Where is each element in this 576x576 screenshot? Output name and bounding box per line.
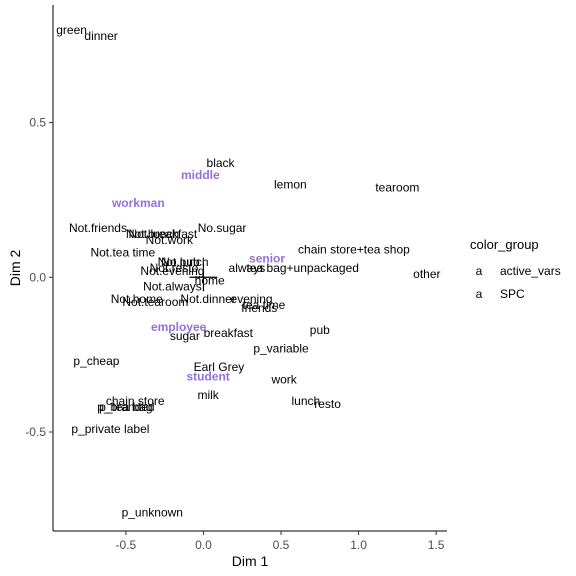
point-label-black: black: [207, 156, 236, 170]
point-label-tea-bag-unpackaged: tea bag+unpackaged: [247, 261, 359, 275]
x-tick-label: 1.5: [428, 538, 445, 552]
point-label-friends: friends: [241, 301, 277, 315]
legend-symbol-active-vars: a: [476, 264, 483, 278]
point-label-tearoom: tearoom: [375, 181, 419, 195]
point-label-other: other: [413, 267, 440, 281]
point-label-not-home: Not.home: [111, 292, 163, 306]
point-label-workman: workman: [111, 196, 165, 210]
point-label-p-cheap: p_cheap: [73, 354, 119, 368]
point-label-pub: pub: [310, 323, 330, 337]
x-tick-label: -0.5: [116, 538, 137, 552]
point-label-p-tea-bag: p_tea bag: [99, 400, 152, 414]
point-label-not-lunch: Not.lunch: [128, 227, 179, 241]
point-label-lunch: lunch: [291, 394, 320, 408]
point-label-not-friends: Not.friends: [69, 221, 127, 235]
point-label-chain-store: chain store: [106, 394, 165, 408]
point-label-lemon: lemon: [274, 177, 307, 191]
point-label-always: always: [229, 261, 266, 275]
point-label-employee: employee: [151, 320, 207, 334]
point-label-no-sugar: No.sugar: [198, 221, 247, 235]
point-label-not-evening: Not.evening: [140, 264, 204, 278]
point-label-evening: evening: [231, 292, 273, 306]
point-label-no-lunch: No.lunch: [161, 255, 208, 269]
point-label-resto: resto: [314, 397, 341, 411]
point-label-green: green: [56, 23, 87, 37]
point-label-p-unknown: p_unknown: [122, 505, 183, 519]
point-label-work: work: [270, 372, 297, 386]
point-label-p-branded: p_branded: [97, 400, 154, 414]
point-label-senior: senior: [249, 252, 285, 266]
point-label-home: home: [195, 273, 225, 287]
origin-cross: [189, 263, 218, 292]
point-label-sugar: sugar: [170, 329, 200, 343]
point-label-breakfast: breakfast: [204, 326, 254, 340]
y-tick-label: 0.5: [29, 116, 46, 130]
point-label-earl-grey: Earl Grey: [194, 360, 245, 374]
point-label-dinner: dinner: [84, 29, 117, 43]
point-label-p-variable: p_variable: [253, 341, 309, 355]
point-label-p-private-label: p_private label: [71, 422, 149, 436]
axes: -0.5 0.0 0.5 1.0 1.5 0.5 0.0 -0.5: [25, 5, 447, 552]
point-label-not-work: Not.work: [146, 233, 194, 247]
point-label-milk: milk: [197, 388, 219, 402]
point-label-not-tea-time: Not.tea time: [90, 246, 155, 260]
legend-label-spc: SPC: [500, 287, 525, 301]
point-label-not-tearoom: Not.tearoom: [122, 295, 188, 309]
y-tick-label: 0.0: [29, 270, 46, 284]
point-label-middle: middle: [181, 168, 220, 182]
y-axis-title: Dim 2: [7, 250, 23, 287]
legend-label-active-vars: active_vars: [500, 264, 561, 278]
point-label-not-always: Not.always: [143, 280, 202, 294]
legend-symbol-spc: a: [476, 287, 483, 301]
y-tick-label: -0.5: [25, 425, 46, 439]
point-label-not-dinner: Not.dinner: [180, 292, 235, 306]
x-axis-title: Dim 1: [232, 553, 269, 569]
point-label-not-pub: Not.pub: [158, 255, 200, 269]
point-label-student: student: [186, 369, 229, 383]
point-label-not-resto: Not.resto: [150, 261, 199, 275]
point-label-not-breakfast: Not.breakfast: [126, 227, 198, 241]
x-tick-label: 1.0: [350, 538, 367, 552]
point-label-chain-store-tea-shop: chain store+tea shop: [298, 242, 410, 256]
x-tick-label: 0.0: [195, 538, 212, 552]
legend: color_group a active_vars a SPC: [470, 237, 561, 301]
x-tick-label: 0.5: [273, 538, 290, 552]
legend-title: color_group: [470, 237, 539, 252]
point-label-tea-time: tea time: [243, 298, 286, 312]
